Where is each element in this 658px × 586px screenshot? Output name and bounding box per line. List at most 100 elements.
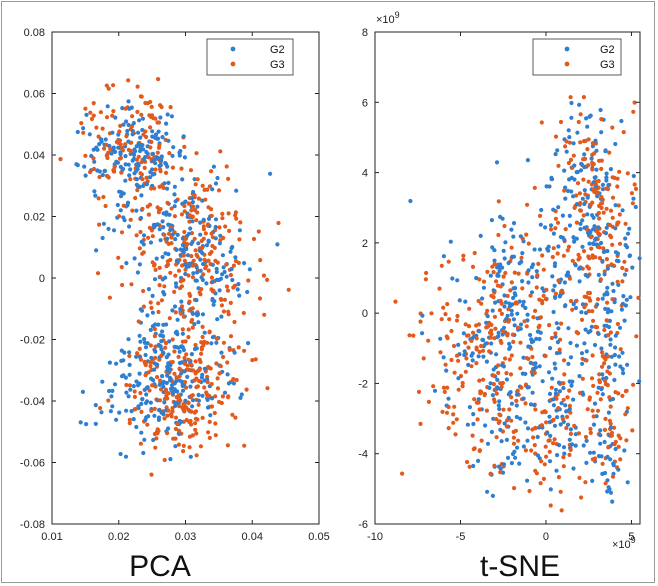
pca-g3-point — [83, 106, 88, 111]
tsne-g3-point — [583, 480, 588, 485]
pca-g2-point — [198, 232, 203, 237]
tsne-g2-point — [518, 234, 523, 239]
pca-g3-point — [96, 134, 101, 139]
pca-g3-point — [205, 187, 210, 192]
tsne-g3-point — [610, 125, 615, 130]
tsne-g3-point — [528, 293, 533, 298]
tsne-x-axis-title: t-SNE — [480, 550, 560, 583]
pca-g2-point — [157, 343, 162, 348]
pca-g3-point — [111, 109, 116, 114]
tsne-g2-point — [510, 254, 515, 259]
tsne-g2-point — [571, 141, 576, 146]
tsne-g3-point — [615, 176, 620, 181]
pca-g2-point — [80, 389, 85, 394]
tsne-g3-point — [581, 177, 586, 182]
pca-g3-point — [234, 216, 239, 221]
tsne-g3-point — [568, 298, 574, 304]
tsne-g2-point — [610, 499, 615, 504]
tsne-g3-point — [590, 309, 595, 314]
pca-g3-point — [194, 431, 199, 436]
pca-g2-point — [206, 239, 211, 244]
pca-g2-point — [234, 188, 239, 193]
pca-g3-point — [261, 273, 267, 278]
pca-g2-point — [171, 145, 176, 150]
tsne-g2-point — [578, 221, 583, 226]
pca-g3-point — [203, 266, 208, 271]
pca-x-tick-label: 0.02 — [108, 531, 129, 543]
pca-g3-point — [230, 412, 235, 417]
pca-g2-point — [123, 154, 128, 159]
pca-g3-point — [163, 341, 169, 346]
pca-g2-point — [160, 329, 165, 334]
tsne-g2-point — [630, 265, 635, 270]
pca-g3-point — [158, 274, 163, 279]
pca-g2-point — [164, 121, 169, 126]
tsne-g3-point — [454, 417, 459, 422]
pca-g3-point — [201, 224, 206, 229]
pca-g3-point — [174, 375, 179, 380]
tsne-g2-point — [534, 336, 539, 341]
pca-g3-point — [81, 130, 86, 135]
tsne-g2-point — [528, 332, 533, 338]
pca-g3-point — [286, 287, 291, 292]
pca-g3-point — [153, 344, 158, 349]
tsne-g3-point — [572, 205, 577, 210]
pca-g3-point — [146, 235, 151, 240]
tsne-g2-point — [509, 461, 514, 466]
tsne-g3-point — [543, 444, 548, 449]
pca-g2-point — [131, 417, 136, 422]
tsne-g2-point — [625, 362, 630, 367]
tsne-g2-point — [521, 355, 526, 360]
tsne-g3-point — [549, 335, 555, 341]
pca-g3-point — [213, 258, 218, 263]
tsne-y-tick-label: -4 — [358, 449, 368, 461]
tsne-g3-point — [465, 333, 470, 338]
tsne-g3-point — [605, 300, 610, 305]
tsne-g2-point — [535, 434, 540, 440]
tsne-g3-point — [601, 246, 606, 251]
tsne-g3-point — [634, 334, 639, 339]
tsne-g3-point — [582, 139, 587, 144]
pca-g2-point — [126, 99, 131, 104]
tsne-g3-point — [535, 273, 540, 278]
tsne-g2-point — [520, 303, 525, 308]
tsne-g3-point — [588, 235, 594, 240]
tsne-g2-point — [608, 490, 614, 495]
pca-g2-point — [127, 224, 132, 229]
tsne-g2-point — [551, 288, 556, 293]
tsne-g3-point — [599, 117, 604, 122]
tsne-x-tick-label: 0 — [543, 531, 549, 543]
tsne-g2-point — [620, 208, 625, 213]
pca-g3-point — [189, 394, 194, 399]
pca-y-tick-label: 0 — [39, 273, 45, 285]
pca-g3-point — [149, 114, 154, 120]
tsne-g2-point — [567, 407, 572, 412]
pca-g3-point — [183, 339, 188, 344]
pca-g3-point — [192, 236, 197, 241]
tsne-g3-point — [600, 201, 605, 206]
pca-g2-point — [100, 172, 105, 178]
tsne-g2-point — [606, 485, 611, 490]
tsne-g2-point — [608, 167, 614, 172]
pca-g2-point — [135, 383, 141, 388]
tsne-g3-point — [567, 388, 572, 393]
tsne-g3-point — [555, 220, 561, 225]
tsne-g3-point — [496, 199, 501, 204]
tsne-g3-point — [566, 160, 572, 166]
pca-g2-point — [174, 247, 179, 252]
pca-g2-point — [142, 387, 147, 392]
tsne-g2-point — [446, 396, 451, 401]
pca-g2-point — [192, 322, 197, 327]
tsne-g2-point — [509, 308, 514, 313]
pca-g2-point — [214, 269, 219, 275]
pca-g2-point — [182, 262, 188, 267]
tsne-g2-point — [567, 177, 572, 182]
tsne-g3-point — [570, 307, 575, 312]
tsne-g3-point — [590, 457, 595, 462]
pca-g3-point — [220, 394, 225, 399]
tsne-g2-point — [485, 314, 490, 319]
pca-g2-point — [118, 152, 123, 157]
tsne-g3-point — [553, 331, 558, 336]
tsne-g3-point — [561, 455, 566, 460]
tsne-g2-point — [624, 297, 629, 302]
